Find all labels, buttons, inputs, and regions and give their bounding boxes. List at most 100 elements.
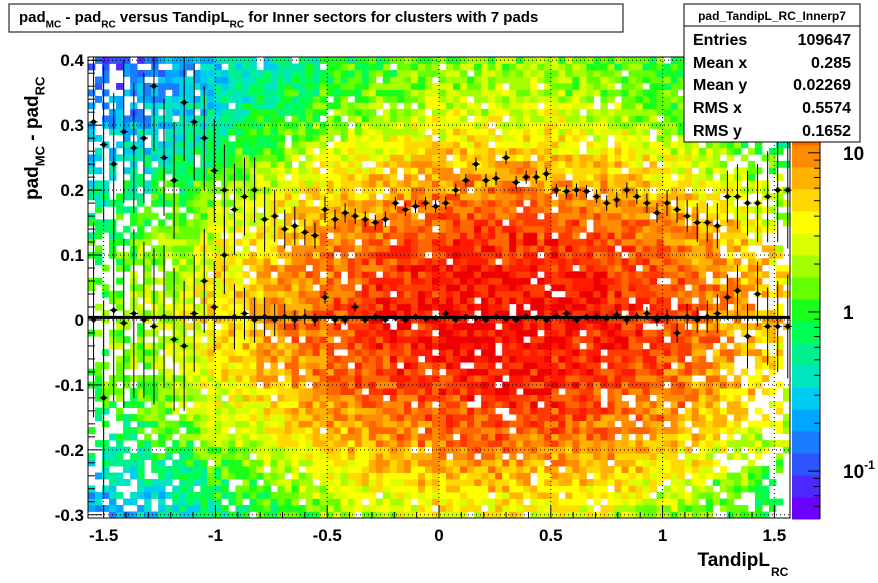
- heatmap-cell: [333, 82, 342, 90]
- heatmap-cell: [502, 193, 510, 201]
- heatmap-cell: [382, 342, 391, 350]
- heatmap-cell: [382, 401, 391, 409]
- heatmap-cell: [431, 212, 440, 220]
- heatmap-cell: [579, 453, 587, 460]
- heatmap-cell: [291, 388, 299, 396]
- heatmap-cell: [270, 245, 278, 253]
- heatmap-cell: [396, 141, 405, 149]
- heatmap-cell: [375, 121, 384, 129]
- heatmap-cell: [284, 388, 292, 396]
- heatmap-cell: [193, 303, 201, 311]
- heatmap-cell: [586, 290, 594, 298]
- heatmap-cell: [467, 453, 475, 460]
- heatmap-cell: [214, 388, 222, 396]
- heatmap-cell: [235, 134, 243, 142]
- heatmap-cell: [242, 102, 250, 110]
- heatmap-cell: [389, 102, 398, 110]
- heatmap-cell: [417, 349, 426, 357]
- heatmap-cell: [382, 368, 391, 376]
- heatmap-cell: [200, 459, 208, 467]
- heatmap-cell: [179, 102, 187, 110]
- heatmap-cell: [481, 349, 489, 357]
- heatmap-cell: [396, 154, 405, 162]
- heatmap-cell: [179, 498, 187, 506]
- heatmap-cell: [586, 368, 594, 376]
- heatmap-cell: [586, 141, 594, 149]
- heatmap-cell: [214, 128, 222, 136]
- heatmap-cell: [410, 355, 419, 363]
- heatmap-cell: [481, 479, 489, 486]
- heatmap-cell: [586, 95, 594, 103]
- heatmap-cell: [249, 284, 257, 292]
- heatmap-cell: [389, 277, 398, 285]
- heatmap-cell: [375, 219, 384, 227]
- heatmap-cell: [284, 479, 292, 486]
- heatmap-cell: [207, 427, 215, 434]
- heatmap-cell: [214, 349, 222, 357]
- heatmap-cell: [481, 277, 489, 285]
- heatmap-cell: [431, 219, 440, 227]
- heatmap-cell: [277, 394, 285, 402]
- heatmap-cell: [579, 102, 587, 110]
- heatmap-cell: [565, 147, 573, 155]
- heatmap-cell: [460, 505, 468, 512]
- heatmap-cell: [291, 414, 299, 421]
- heatmap-cell: [109, 219, 117, 227]
- heatmap-cell: [530, 258, 538, 266]
- heatmap-cell: [495, 316, 503, 324]
- heatmap-cell: [417, 375, 426, 383]
- heatmap-cell: [481, 368, 489, 376]
- heatmap-cell: [431, 193, 440, 201]
- heatmap-cell: [537, 147, 545, 155]
- heatmap-cell: [495, 414, 503, 421]
- heatmap-cell: [207, 505, 215, 512]
- heatmap-cell: [389, 440, 398, 447]
- heatmap-cell: [242, 225, 250, 233]
- heatmap-cell: [502, 466, 510, 473]
- heatmap-cell: [270, 121, 278, 129]
- heatmap-cell: [628, 264, 636, 272]
- heatmap-cell: [158, 511, 166, 519]
- heatmap-cell: [537, 394, 545, 402]
- heatmap-cell: [179, 180, 187, 188]
- heatmap-cell: [382, 206, 391, 214]
- heatmap-cell: [179, 141, 187, 149]
- heatmap-cell: [389, 95, 398, 103]
- heatmap-cell: [333, 498, 342, 506]
- heatmap-cell: [193, 505, 201, 512]
- heatmap-cell: [214, 69, 222, 77]
- heatmap-cell: [284, 427, 292, 434]
- heatmap-cell: [319, 89, 328, 97]
- heatmap-cell: [544, 89, 552, 97]
- heatmap-cell: [523, 355, 531, 363]
- heatmap-cell: [298, 316, 307, 324]
- heatmap-cell: [137, 414, 145, 421]
- heatmap-cell: [102, 316, 110, 324]
- heatmap-cell: [116, 63, 124, 71]
- heatmap-cell: [439, 394, 447, 402]
- heatmap-cell: [635, 368, 643, 376]
- heatmap-cell: [319, 310, 328, 318]
- heatmap-cell: [137, 342, 145, 350]
- heatmap-cell: [193, 232, 201, 240]
- heatmap-cell: [509, 180, 517, 188]
- heatmap-cell: [207, 128, 215, 136]
- heatmap-cell: [495, 310, 503, 318]
- heatmap-cell: [235, 316, 243, 324]
- heatmap-cell: [207, 433, 215, 441]
- heatmap-cell: [593, 76, 601, 84]
- heatmap-cell: [600, 134, 608, 142]
- heatmap-cell: [628, 232, 636, 240]
- heatmap-cell: [312, 128, 321, 136]
- heatmap-cell: [403, 362, 412, 370]
- heatmap-cell: [579, 95, 587, 103]
- heatmap-cell: [326, 160, 335, 168]
- heatmap-cell: [467, 238, 475, 246]
- heatmap-cell: [221, 485, 229, 493]
- heatmap-cell: [614, 394, 622, 402]
- heatmap-cell: [389, 264, 398, 272]
- heatmap-cell: [354, 336, 363, 344]
- heatmap-cell: [621, 128, 629, 136]
- heatmap-cell: [347, 271, 356, 279]
- heatmap-cell: [109, 479, 117, 486]
